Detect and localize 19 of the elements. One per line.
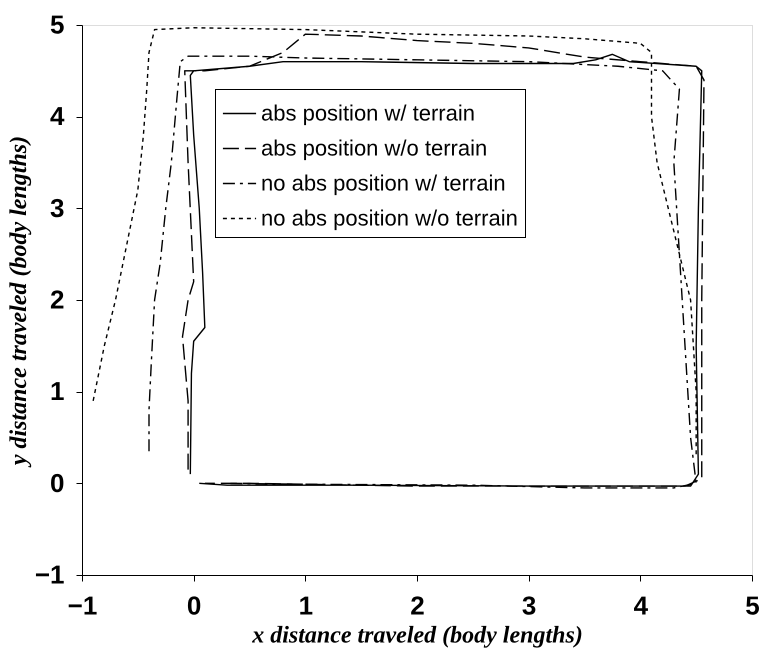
x-tick-label: 2 xyxy=(410,590,425,620)
y-tick-label: 1 xyxy=(50,376,64,406)
x-tick-label: 3 xyxy=(522,590,536,620)
y-tick-label: 2 xyxy=(50,284,64,314)
legend-label: abs position w/o terrain xyxy=(261,136,488,160)
legend-label: abs position w/ terrain xyxy=(261,100,475,126)
x-axis-title: x distance traveled (body lengths) xyxy=(251,622,583,648)
y-axis-title: y distance traveled (body lengths) xyxy=(6,136,32,468)
x-tick-label: 4 xyxy=(634,590,649,620)
y-tick-label: −1 xyxy=(34,560,64,590)
legend-label: no abs position w/o terrain xyxy=(261,206,518,230)
y-tick-label: 3 xyxy=(50,192,64,223)
x-tick-label: 1 xyxy=(298,590,314,620)
y-tick-label: 5 xyxy=(50,10,64,40)
x-tick-label: 5 xyxy=(745,590,760,620)
x-tick-label: 0 xyxy=(186,590,202,620)
y-tick-label: 0 xyxy=(50,468,64,498)
y-tick-label: 4 xyxy=(50,101,66,132)
legend-label: no abs position w/ terrain xyxy=(261,170,506,196)
